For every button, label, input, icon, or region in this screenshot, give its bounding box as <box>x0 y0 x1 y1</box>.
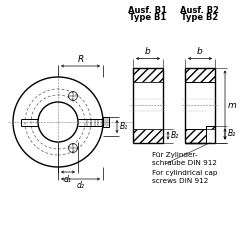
Text: screws DIN 912: screws DIN 912 <box>152 178 208 184</box>
Text: B₁: B₁ <box>120 122 128 131</box>
Bar <box>133 68 163 82</box>
Text: R: R <box>78 54 84 64</box>
Text: m: m <box>228 100 237 110</box>
Text: B₂: B₂ <box>171 131 179 140</box>
Bar <box>133 82 163 128</box>
Bar <box>185 68 215 82</box>
Text: Für Zylinder-: Für Zylinder- <box>152 152 198 158</box>
Bar <box>185 82 215 128</box>
Text: Ausf. B1: Ausf. B1 <box>128 6 168 15</box>
Text: Type B1: Type B1 <box>130 13 166 22</box>
Bar <box>206 126 215 128</box>
Text: b: b <box>197 46 203 56</box>
Text: schraube DIN 912: schraube DIN 912 <box>152 160 217 166</box>
Text: b: b <box>145 46 151 56</box>
Text: d₂: d₂ <box>76 182 84 190</box>
Bar <box>133 128 163 142</box>
Text: Type B2: Type B2 <box>182 13 218 22</box>
Text: d₁: d₁ <box>64 174 72 184</box>
Text: B₂: B₂ <box>228 130 236 138</box>
Bar <box>185 128 206 142</box>
Text: For cylindrical cap: For cylindrical cap <box>152 170 218 176</box>
Text: Ausf. B2: Ausf. B2 <box>180 6 220 15</box>
